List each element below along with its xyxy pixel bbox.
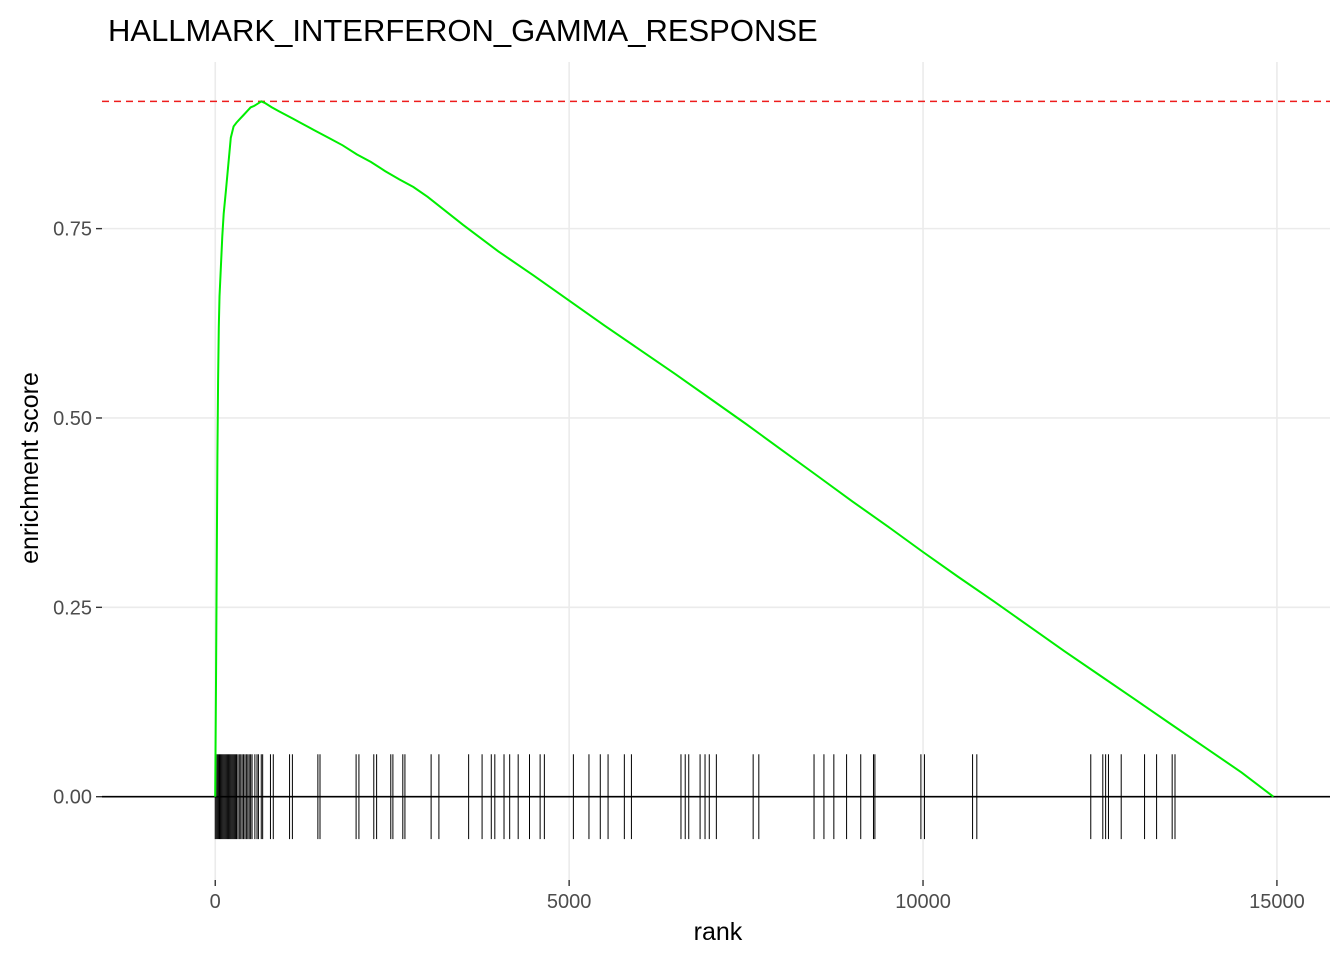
x-tick-label: 0 [210, 891, 221, 913]
y-tick-label: 0.25 [53, 597, 92, 619]
x-axis-ticks: 0 5000 10000 15000 [210, 880, 1305, 913]
y-axis-title: enrichment score [16, 372, 44, 564]
y-tick-label: 0.75 [53, 219, 92, 241]
y-tick-label: 0.50 [53, 408, 92, 430]
x-axis-title: rank [694, 918, 743, 946]
y-tick-label: 0.00 [53, 787, 92, 809]
x-tick-label: 10000 [895, 891, 951, 913]
x-tick-label: 15000 [1249, 891, 1305, 913]
y-axis-ticks: 0.00 0.25 0.50 0.75 [53, 219, 102, 809]
enrichment-score-curve [214, 100, 1275, 798]
x-tick-label: 5000 [547, 891, 592, 913]
chart-title: HALLMARK_INTERFERON_GAMMA_RESPONSE [108, 13, 818, 48]
